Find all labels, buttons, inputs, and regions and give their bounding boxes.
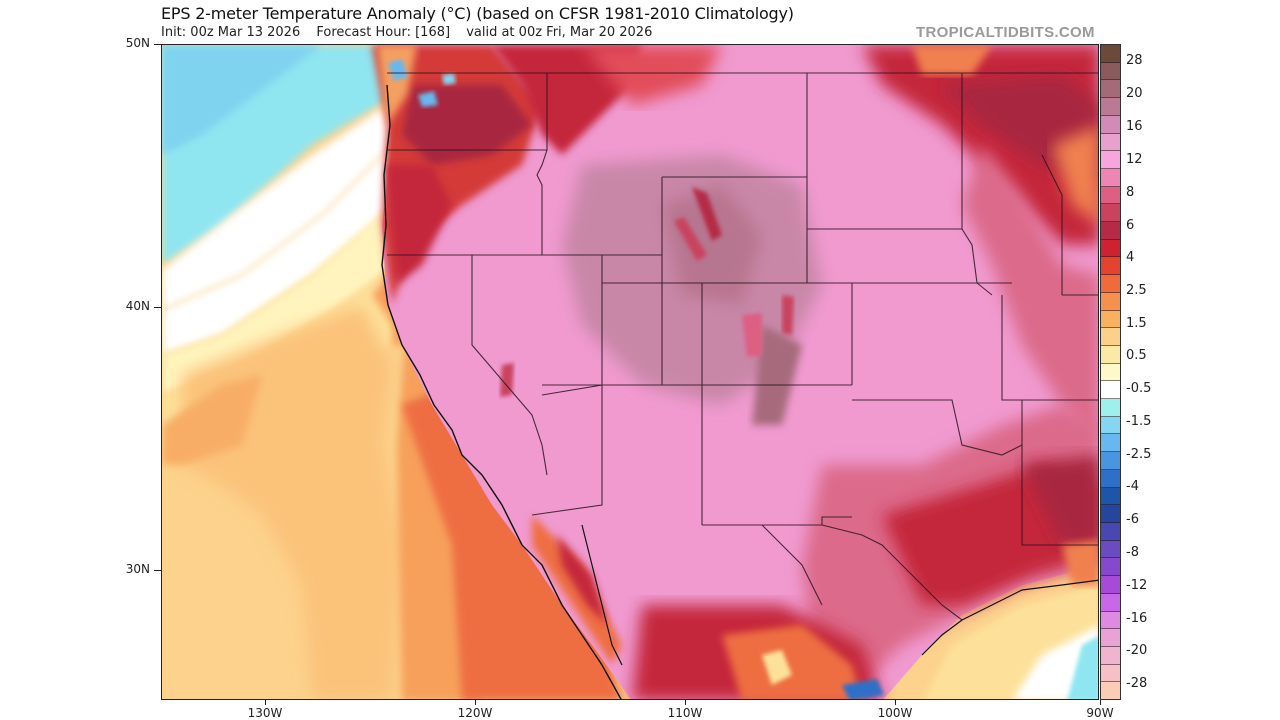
colorbar-label: -4: [1126, 479, 1139, 494]
colorbar-label: 0.5: [1126, 348, 1147, 363]
latitude-label: 40N: [125, 299, 150, 313]
colorbar-label: 8: [1126, 185, 1135, 200]
longitude-label: 100W: [877, 706, 913, 720]
chart-subtitle: Init: 00z Mar 13 2026 Forecast Hour: [16…: [161, 25, 664, 40]
colorbar-label: 12: [1126, 152, 1143, 167]
colorbar-swatch: [1101, 664, 1120, 683]
init-time: Init: 00z Mar 13 2026: [161, 25, 301, 40]
colorbar-label: -28: [1126, 676, 1148, 691]
colorbar-swatch: [1101, 593, 1120, 612]
colorbar-label: 16: [1126, 119, 1143, 134]
colorbar-swatch: [1101, 275, 1120, 293]
colorbar-swatch: [1101, 239, 1120, 258]
longitude-label: 90W: [1086, 706, 1114, 720]
colorbar-swatch: [1101, 115, 1120, 134]
colorbar-label: -6: [1126, 512, 1139, 527]
colorbar-swatch: [1101, 292, 1120, 311]
colorbar-swatch: [1101, 522, 1120, 541]
colorbar-swatch: [1101, 381, 1120, 400]
colorbar-swatch: [1101, 80, 1120, 99]
valid-time: valid at 00z Fri, Mar 20 2026: [466, 25, 653, 40]
colorbar-label: -12: [1126, 578, 1148, 593]
colorbar-swatch: [1101, 133, 1120, 152]
longitude-tick: [1100, 700, 1101, 705]
colorbar-swatch: [1101, 416, 1120, 435]
map-canvas: [162, 45, 1098, 699]
colorbar-swatch: [1101, 151, 1120, 169]
longitude-tick: [895, 700, 896, 705]
colorbar-swatch: [1101, 682, 1120, 700]
colorbar-label: 2.5: [1126, 283, 1147, 298]
longitude-tick: [475, 700, 476, 705]
colorbar-label: -20: [1126, 643, 1148, 658]
colorbar-label: -16: [1126, 611, 1148, 626]
colorbar-label: 28: [1126, 53, 1143, 68]
colorbar-swatch: [1101, 222, 1120, 240]
longitude-label: 110W: [667, 706, 703, 720]
latitude-label: 30N: [125, 562, 150, 576]
latitude-label: 50N: [125, 36, 150, 50]
latitude-tick: [154, 307, 161, 308]
colorbar-label: -2.5: [1126, 447, 1152, 462]
colorbar-swatch: [1101, 540, 1120, 559]
colorbar-swatch: [1101, 576, 1120, 594]
latitude-tick: [154, 570, 161, 571]
colorbar-swatch: [1101, 505, 1120, 523]
latitude-tick: [154, 44, 161, 45]
longitude-tick: [265, 700, 266, 705]
colorbar-swatch: [1101, 257, 1120, 276]
colorbar-swatch: [1101, 434, 1120, 453]
colorbar-swatch: [1101, 98, 1120, 116]
colorbar-label: -0.5: [1126, 381, 1152, 396]
colorbar-swatch: [1101, 558, 1120, 577]
colorbar-label: 1.5: [1126, 316, 1147, 331]
colorbar-swatch: [1101, 611, 1120, 630]
colorbar-swatch: [1101, 310, 1120, 329]
colorbar-label: 6: [1126, 218, 1135, 233]
longitude-label: 120W: [457, 706, 493, 720]
colorbar-swatch: [1101, 168, 1120, 187]
colorbar-swatch: [1101, 646, 1120, 665]
longitude-tick: [685, 700, 686, 705]
colorbar-swatch: [1101, 469, 1120, 488]
colorbar-swatch: [1101, 629, 1120, 647]
colorbar-swatch: [1101, 345, 1120, 364]
colorbar-swatch: [1101, 45, 1120, 63]
colorbar-swatch: [1101, 363, 1120, 382]
colorbar-label: -8: [1126, 545, 1139, 560]
chart-title: EPS 2-meter Temperature Anomaly (°C) (ba…: [161, 4, 794, 23]
colorbar-label: 20: [1126, 86, 1143, 101]
colorbar-swatch: [1101, 62, 1120, 81]
brand-watermark: TROPICALTIDBITS.COM: [916, 24, 1095, 41]
colorbar-legend: [1100, 44, 1121, 700]
colorbar-swatch: [1101, 186, 1120, 205]
colorbar-swatch: [1101, 399, 1120, 417]
colorbar-swatch: [1101, 204, 1120, 223]
longitude-label: 130W: [247, 706, 283, 720]
colorbar-label: -1.5: [1126, 414, 1152, 429]
colorbar-swatch: [1101, 328, 1120, 346]
temperature-anomaly-map: [161, 44, 1099, 700]
colorbar-swatch: [1101, 452, 1120, 470]
forecast-hour: Forecast Hour: [168]: [316, 25, 451, 40]
colorbar-label: 4: [1126, 250, 1135, 265]
colorbar-swatch: [1101, 487, 1120, 506]
